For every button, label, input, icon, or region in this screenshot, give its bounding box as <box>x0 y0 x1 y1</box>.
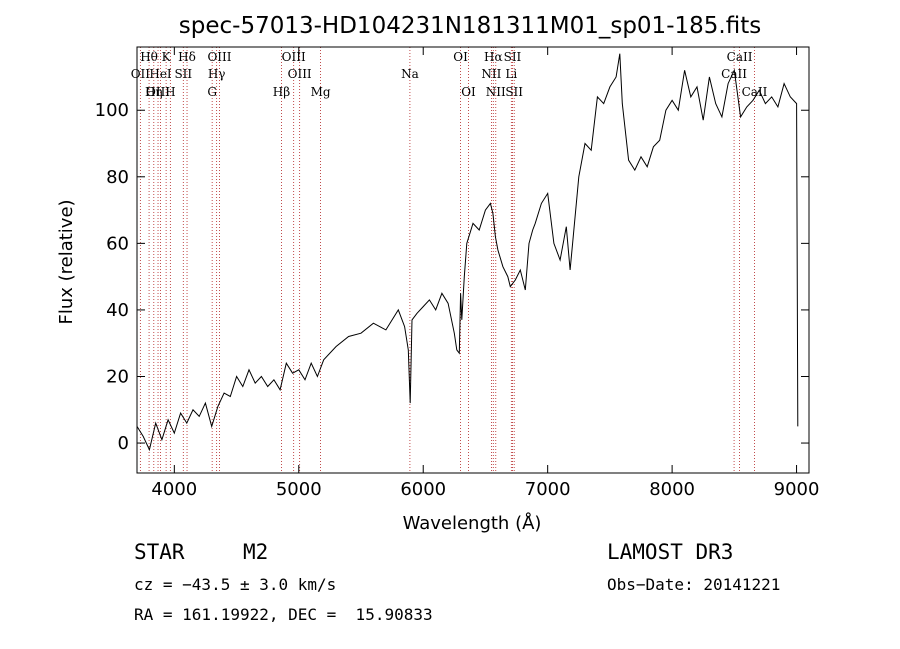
spectral-line-label: G <box>207 85 217 99</box>
redshift-velocity: cz = −43.5 ± 3.0 km/s <box>134 575 337 594</box>
y-tick-label: 60 <box>106 233 129 254</box>
y-tick-label: 20 <box>106 366 129 387</box>
spectral-line-label: Hδ <box>178 50 196 64</box>
spectral-line-label: SII <box>504 50 522 64</box>
y-tick-label: 0 <box>118 433 129 454</box>
x-tick-label: 8000 <box>649 479 695 500</box>
x-tick-label: 7000 <box>525 479 571 500</box>
spectrum-line <box>136 53 799 452</box>
coordinates: RA = 161.19922, DEC = 15.90833 <box>134 605 433 624</box>
spectral-line-label: OIII <box>288 67 312 81</box>
spectral-line-label: Hβ <box>273 85 290 99</box>
y-tick-label: 80 <box>106 167 129 188</box>
x-axis-ticks: 4000 5000 6000 7000 8000 9000 <box>151 47 819 500</box>
object-type: STAR <box>134 540 185 564</box>
object-subclass: M2 <box>243 540 269 564</box>
x-tick-label: 6000 <box>400 479 446 500</box>
y-tick-label: 100 <box>95 100 129 121</box>
spectral-line-label: Hη <box>145 85 163 99</box>
spectral-line-label: OIII <box>207 50 231 64</box>
spectral-line-label: H <box>165 85 175 99</box>
spectral-line-markers <box>139 47 755 473</box>
plot-frame <box>136 46 810 474</box>
x-tick-label: 9000 <box>774 479 820 500</box>
spectral-line-label: OI <box>461 85 476 99</box>
x-tick-label: 5000 <box>276 479 322 500</box>
spectral-line-label: OII <box>131 67 151 81</box>
spectral-line-label: CaII <box>721 67 747 81</box>
chart-title: spec-57013-HD104231N181311M01_sp01-185.f… <box>179 13 761 39</box>
y-axis-label: Flux (relative) <box>56 199 77 324</box>
spectral-line-label: CaII <box>727 50 753 64</box>
spectral-line-label: OIII <box>146 85 170 99</box>
x-tick-label: 4000 <box>151 479 197 500</box>
spectral-line-label: SII <box>505 85 523 99</box>
spectral-line-label: K <box>162 50 172 64</box>
spectral-line-label: Mg <box>311 85 331 99</box>
spectral-line-label: Li <box>505 67 517 81</box>
spectral-line-label: OI <box>453 50 468 64</box>
spectral-line-label: HeI <box>149 67 172 81</box>
y-axis-ticks: 0 20 40 60 80 100 <box>95 100 809 454</box>
spectral-line-label: NII <box>481 67 501 81</box>
spectral-line-label: Hγ <box>208 67 226 81</box>
spectral-line-label: SII <box>174 67 192 81</box>
spectral-line-label: OIII <box>282 50 306 64</box>
spectral-line-label: Hα <box>484 50 503 64</box>
y-tick-label: 40 <box>106 300 129 321</box>
survey-name: LAMOST DR3 <box>607 540 734 564</box>
x-axis-label: Wavelength (Å) <box>403 512 542 534</box>
spectral-line-label: NII <box>486 85 506 99</box>
spectral-line-label: Na <box>401 67 419 81</box>
observation-date: Obs−Date: 20141221 <box>607 575 781 594</box>
spectral-line-label: Hθ <box>140 50 158 64</box>
